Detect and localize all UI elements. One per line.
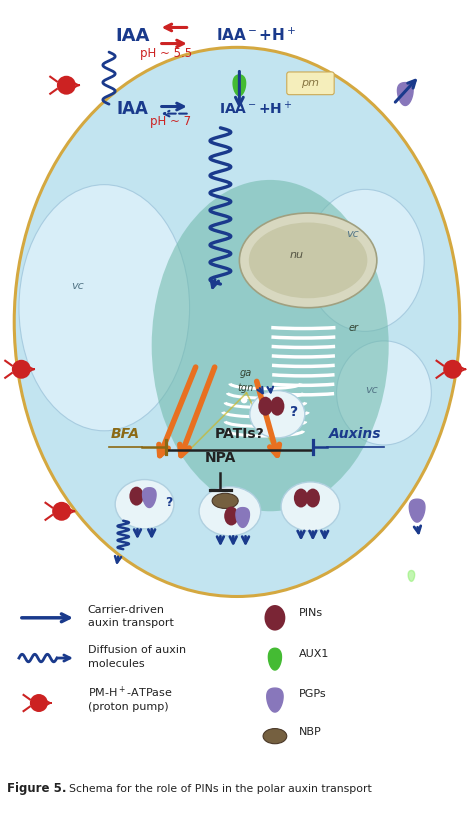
Text: Carrier-driven: Carrier-driven [88,605,164,615]
Ellipse shape [129,486,144,505]
Polygon shape [410,499,425,522]
Ellipse shape [270,396,284,416]
Text: er: er [348,324,358,333]
Ellipse shape [294,489,308,508]
Text: IAA$^-$+H$^+$: IAA$^-$+H$^+$ [219,100,292,118]
Ellipse shape [224,506,238,526]
Ellipse shape [212,493,238,509]
Text: Diffusion of auxin: Diffusion of auxin [88,645,186,655]
Circle shape [241,396,247,403]
Text: IAA$^-$+H$^+$: IAA$^-$+H$^+$ [216,27,296,44]
Text: NBP: NBP [299,726,321,737]
Polygon shape [236,508,249,527]
Text: PATIs?: PATIs? [215,427,264,441]
Polygon shape [267,688,283,712]
Text: ?: ? [290,405,298,419]
Text: auxin transport: auxin transport [88,618,173,628]
Polygon shape [398,83,413,106]
Text: Schema for the role of PINs in the polar auxin transport: Schema for the role of PINs in the polar… [69,784,372,794]
Text: vc: vc [71,281,84,291]
Text: vc: vc [365,385,378,395]
Text: ?: ? [165,495,173,509]
Ellipse shape [115,480,174,529]
Circle shape [443,360,462,378]
Ellipse shape [258,396,273,416]
Text: ga: ga [239,369,252,378]
Text: IAA: IAA [116,26,150,44]
Text: pH ~ 7: pH ~ 7 [150,115,191,129]
Circle shape [30,694,48,712]
Text: IAA: IAA [117,100,149,118]
Ellipse shape [263,729,287,744]
Polygon shape [408,571,415,581]
Ellipse shape [250,391,305,438]
Text: nu: nu [289,250,303,260]
Text: pm: pm [301,79,319,88]
Ellipse shape [306,189,424,332]
Ellipse shape [281,482,340,532]
Text: NPA: NPA [205,450,236,464]
Text: (proton pump): (proton pump) [88,702,168,712]
Circle shape [12,360,31,378]
Text: Figure 5.: Figure 5. [7,781,67,794]
Circle shape [57,75,76,95]
Text: molecules: molecules [88,658,144,668]
Text: PINs: PINs [299,609,323,618]
Polygon shape [143,488,156,508]
Text: BFA: BFA [111,427,140,441]
Ellipse shape [152,180,389,511]
Ellipse shape [199,486,261,536]
Ellipse shape [19,184,190,431]
Polygon shape [233,75,246,96]
Circle shape [52,502,71,521]
Circle shape [250,401,257,408]
Ellipse shape [337,341,431,445]
Text: PGPs: PGPs [299,689,326,699]
Text: tgn: tgn [237,382,253,392]
Text: Auxins: Auxins [329,427,382,441]
Ellipse shape [14,48,460,596]
Ellipse shape [249,223,367,298]
Circle shape [260,398,266,405]
Ellipse shape [264,605,285,631]
Ellipse shape [306,489,320,508]
Text: AUX1: AUX1 [299,649,329,658]
FancyBboxPatch shape [287,72,334,95]
Ellipse shape [239,213,377,308]
Polygon shape [268,649,282,670]
Text: PM-H$^+$-ATPase: PM-H$^+$-ATPase [88,685,173,700]
Text: pH ~ 5.5: pH ~ 5.5 [140,47,192,60]
Text: vc: vc [346,229,359,238]
